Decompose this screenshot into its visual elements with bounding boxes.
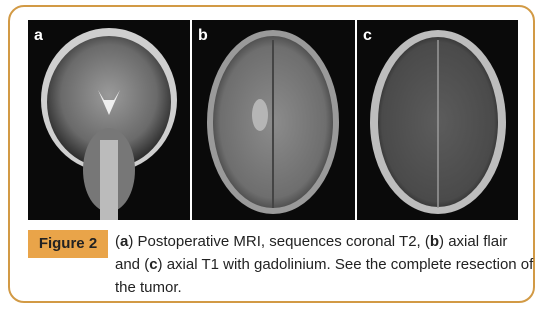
panel-b: b <box>192 20 355 220</box>
figure-frame <box>8 5 535 303</box>
caption-letter: a <box>120 233 129 250</box>
panel-label: c <box>363 27 372 44</box>
caption-text: ) axial T1 with gadolinium. See the comp… <box>115 256 534 296</box>
panel-label: b <box>198 27 208 44</box>
mri-images: a b c <box>28 20 518 220</box>
panel-a: a <box>28 20 190 220</box>
caption-text: ) Postoperative MRI, sequences coronal T… <box>128 233 430 250</box>
caption-text: ( <box>115 233 120 250</box>
caption-letter: c <box>149 256 158 273</box>
figure-label: Figure 2 <box>28 230 108 258</box>
caption: (a) Postoperative MRI, sequences coronal… <box>115 230 535 299</box>
panel-c: c <box>357 20 518 220</box>
caption-letter: b <box>429 233 440 250</box>
caption-text: ) axial flair and ( <box>115 233 508 273</box>
panel-label: a <box>34 27 43 44</box>
